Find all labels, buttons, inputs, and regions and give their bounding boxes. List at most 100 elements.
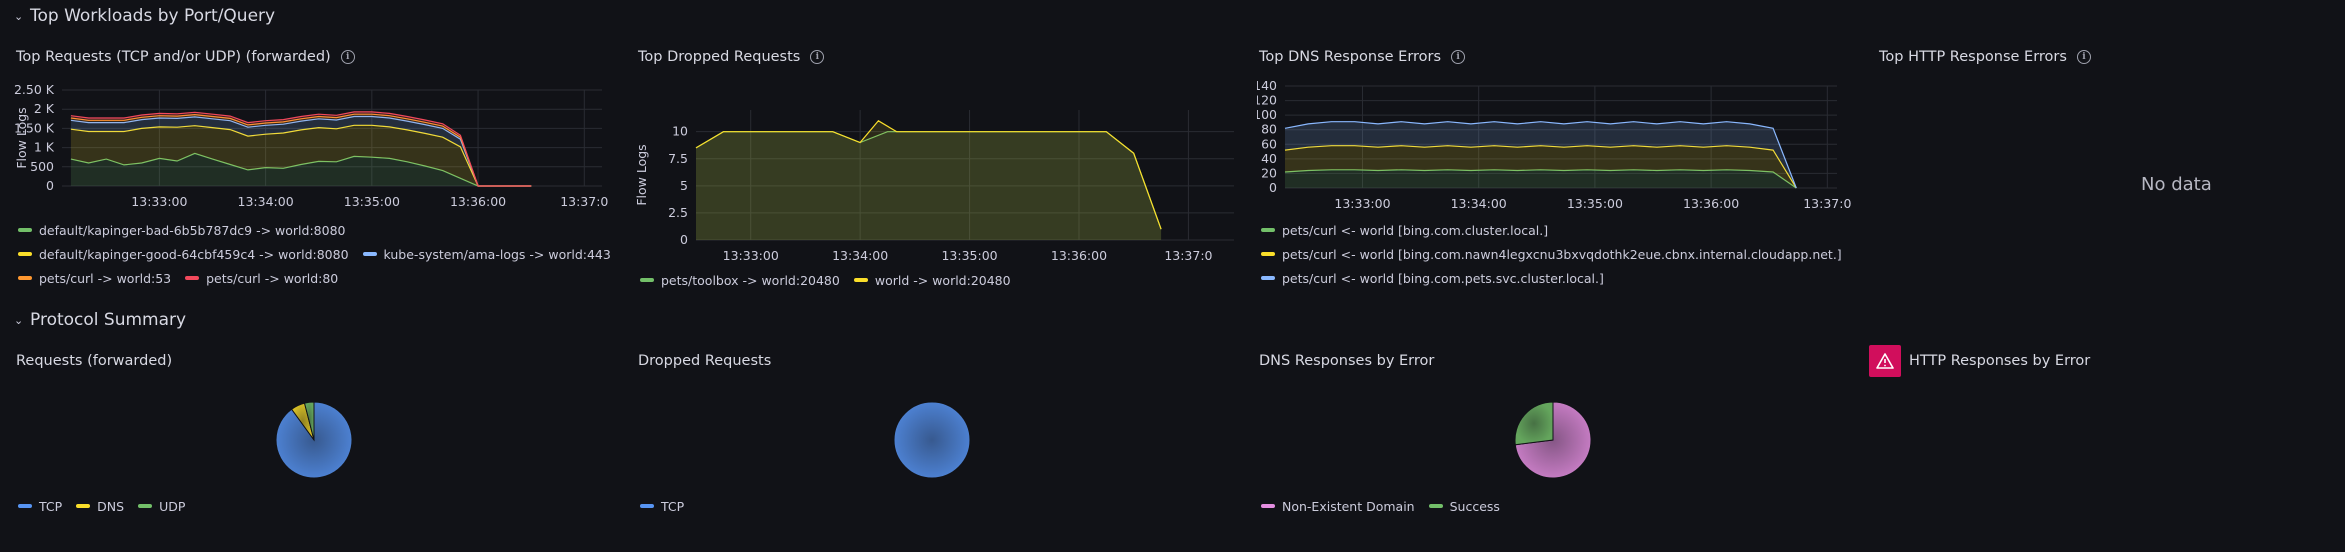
legend-label: pets/curl <- world [bing.com.cluster.loc…: [1282, 222, 1549, 238]
legend-label: TCP: [39, 498, 63, 514]
chart-top-dropped[interactable]: 10 7.5 5 2.5 0 13:33:00 13:34:00 13:35:00 13:36:…: [636, 102, 1236, 302]
panel-top-dns: Top DNS Response Errors i 140 120 100 80 60 4…: [1257, 46, 1877, 296]
legend-swatch: [640, 278, 654, 282]
legend-swatch: [185, 276, 200, 280]
panel-title: Dropped Requests: [638, 353, 772, 369]
series-fill: [1285, 169, 1797, 188]
legend-item[interactable]: default/kapinger-good-64cbf459c4 -> worl…: [18, 247, 349, 262]
x-tick-label: 13:33:00: [131, 194, 187, 209]
legend-item[interactable]: DNS: [76, 499, 124, 514]
row-title: Top Workloads by Port/Query: [30, 6, 276, 26]
y-tick-label: 5: [680, 178, 688, 193]
legend-item[interactable]: pets/curl -> world:53: [18, 271, 171, 286]
y-tick-label: 40: [1261, 151, 1277, 166]
legend-row: pets/curl -> world:53 pets/curl -> world:…: [18, 266, 611, 290]
row-title: Protocol Summary: [30, 310, 187, 330]
info-icon[interactable]: i: [340, 50, 355, 64]
legend-item[interactable]: pets/curl <- world [bing.com.pets.svc.cl…: [1261, 271, 1604, 286]
y-tick-label: 7.5: [668, 151, 688, 166]
x-tick-label: 13:34:00: [832, 248, 888, 263]
legend-label: pets/curl <- world [bing.com.nawn4legxcn…: [1282, 246, 1842, 262]
legend-swatch: [1261, 504, 1275, 508]
legend-item[interactable]: pets/toolbox -> world:20480: [640, 273, 840, 288]
legend-item[interactable]: Non-Existent Domain: [1261, 499, 1415, 514]
legend-item[interactable]: pets/curl <- world [bing.com.cluster.loc…: [1261, 223, 1548, 238]
legend-swatch: [1428, 504, 1443, 508]
row-header-top-workloads[interactable]: ⌄ Top Workloads by Port/Query: [14, 2, 275, 30]
legend-swatch: [18, 252, 32, 256]
series-line: [695, 120, 1162, 230]
y-tick-label: 0: [46, 178, 54, 193]
panel-requests-forwarded: Requests (forwarded) TCP DNS UDP: [14, 350, 614, 550]
series-line: [70, 113, 532, 187]
series-fill: [696, 120, 1162, 240]
series-line: [1284, 169, 1797, 189]
no-data-text: No data: [2141, 174, 2212, 195]
y-tick-label: 1 K: [34, 140, 55, 155]
series-fill: [1285, 145, 1797, 188]
legend-item[interactable]: world -> world:20480: [853, 273, 1011, 288]
legend-label: pets/curl -> world:53: [39, 270, 172, 286]
legend-row: pets/curl <- world [bing.com.pets.svc.cl…: [1261, 266, 1842, 290]
x-tick-label: 13:34:00: [1451, 196, 1507, 211]
legend-row: pets/toolbox -> world:20480 world -> worl…: [640, 268, 1011, 292]
series-fill: [70, 153, 532, 186]
pie-slice: [303, 401, 315, 441]
y-axis-label: Flow Logs: [14, 107, 29, 168]
legend-label: default/kapinger-bad-6b5b787dc9 -> world…: [39, 222, 346, 238]
y-tick-label: 100: [1257, 107, 1277, 122]
legend-item[interactable]: pets/curl <- world [bing.com.nawn4legxcn…: [1261, 247, 1842, 262]
series-fill: [70, 116, 532, 186]
x-tick-label: 13:37:0: [1164, 248, 1212, 263]
series-line: [70, 152, 532, 187]
legend-label: TCP: [661, 498, 685, 514]
chart-top-requests[interactable]: 2.50 K 2 K 1.50 K 1 K 500 0 13:33:00 13:34:00 13…: [14, 82, 614, 262]
pie-dropped-requests[interactable]: [636, 390, 1236, 490]
legend-row: TCP DNS UDP: [18, 494, 185, 518]
legend-row: pets/curl <- world [bing.com.nawn4legxcn…: [1261, 242, 1842, 266]
legend-item[interactable]: UDP: [138, 499, 185, 514]
legend-swatch: [18, 228, 32, 232]
row-header-protocol-summary[interactable]: ⌄ Protocol Summary: [14, 306, 186, 334]
legend-label: pets/curl <- world [bing.com.pets.svc.cl…: [1282, 270, 1604, 286]
legend-item[interactable]: kube-system/ama-logs -> world:443: [362, 246, 611, 262]
legend-item[interactable]: Success: [1428, 499, 1500, 514]
legend-label: pets/curl -> world:80: [206, 270, 339, 286]
panel-title: HTTP Responses by Error: [1909, 353, 2091, 369]
legend-swatch: [1261, 252, 1275, 256]
pie-dns-by-error[interactable]: [1257, 390, 1857, 490]
legend-label: default/kapinger-good-64cbf459c4 -> worl…: [39, 246, 349, 262]
warning-icon[interactable]: [1869, 345, 1901, 377]
info-icon[interactable]: i: [810, 50, 825, 64]
panel-top-dropped: Top Dropped Requests i 10 7.5 5 2.5 0 13:33:0…: [636, 46, 1236, 296]
legend-item[interactable]: pets/curl -> world:80: [185, 271, 338, 286]
legend-item[interactable]: TCP: [18, 499, 62, 514]
x-tick-label: 13:37:0: [1803, 196, 1851, 211]
legend-top-requests: default/kapinger-bad-6b5b787dc9 -> world…: [18, 218, 611, 290]
info-icon[interactable]: i: [1451, 50, 1466, 64]
legend-row: default/kapinger-good-64cbf459c4 -> worl…: [18, 242, 611, 266]
info-icon[interactable]: i: [2076, 50, 2091, 64]
series-line: [1284, 145, 1797, 189]
panel-title: Top Dropped Requests i: [638, 46, 825, 68]
x-tick-label: 13:36:00: [1051, 248, 1107, 263]
y-tick-label: 2 K: [34, 101, 55, 116]
legend-swatch: [640, 504, 654, 508]
series-line: [70, 111, 532, 187]
panel-top-requests: Top Requests (TCP and/or UDP) (forwarded…: [14, 46, 614, 296]
pie-slice: [893, 401, 971, 479]
legend-top-dns: pets/curl <- world [bing.com.cluster.loc…: [1261, 218, 1842, 290]
legend-label: kube-system/ama-logs -> world:443: [383, 246, 611, 262]
y-tick-label: 2.5: [668, 205, 688, 220]
legend-item[interactable]: default/kapinger-bad-6b5b787dc9 -> world…: [18, 223, 345, 238]
legend-swatch: [18, 504, 32, 508]
y-tick-label: 60: [1261, 136, 1277, 151]
y-tick-label: 500: [30, 159, 54, 174]
pie-requests-forwarded[interactable]: [14, 390, 614, 490]
legend-label: DNS: [97, 498, 125, 514]
legend-item[interactable]: TCP: [640, 499, 684, 514]
panel-http-by-error: HTTP Responses by Error: [1869, 345, 2339, 545]
x-tick-label: 13:33:00: [1334, 196, 1390, 211]
legend-label: pets/toolbox -> world:20480: [661, 272, 840, 288]
